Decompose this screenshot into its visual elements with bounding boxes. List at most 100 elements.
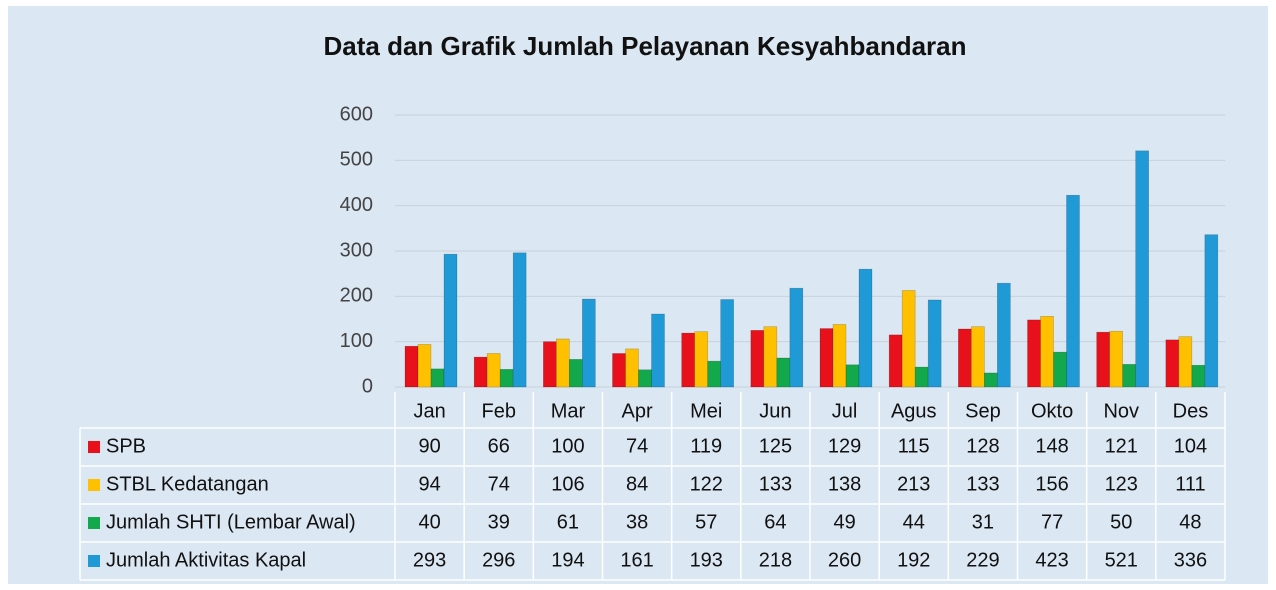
table-value: 64 bbox=[764, 511, 786, 533]
bar bbox=[1204, 234, 1219, 388]
bar bbox=[430, 368, 445, 388]
bar bbox=[789, 287, 804, 388]
table-value: 119 bbox=[690, 435, 722, 457]
legend-key bbox=[88, 441, 100, 453]
table-value: 133 bbox=[966, 473, 999, 495]
bar bbox=[556, 338, 570, 388]
bar bbox=[582, 298, 596, 388]
table-value: 40 bbox=[418, 511, 440, 533]
legend-label: Jumlah SHTI (Lembar Awal) bbox=[106, 511, 356, 533]
table-value: 44 bbox=[903, 511, 925, 533]
bar bbox=[888, 334, 903, 388]
table-value: 128 bbox=[966, 435, 999, 457]
bar bbox=[499, 369, 514, 388]
y-tick-label: 600 bbox=[340, 103, 373, 125]
bar bbox=[404, 345, 419, 388]
table-value: 123 bbox=[1105, 473, 1138, 495]
table-value: 57 bbox=[695, 511, 717, 533]
table-value: 213 bbox=[897, 473, 930, 495]
bar bbox=[473, 356, 488, 388]
table-value: 229 bbox=[966, 549, 999, 571]
table-value: 423 bbox=[1035, 549, 1068, 571]
x-tick-label: Okto bbox=[1031, 400, 1073, 422]
bar bbox=[858, 268, 873, 388]
legend-key bbox=[88, 517, 100, 529]
table-value: 293 bbox=[413, 549, 446, 571]
table-value: 38 bbox=[626, 511, 648, 533]
table-value: 129 bbox=[828, 435, 861, 457]
bar bbox=[971, 326, 985, 388]
bar bbox=[638, 369, 652, 388]
table-value: 84 bbox=[626, 473, 648, 495]
chart-title: Data dan Grafik Jumlah Pelayanan Kesyahb… bbox=[323, 31, 966, 61]
bar bbox=[1109, 330, 1123, 388]
table-value: 260 bbox=[828, 549, 861, 571]
bar bbox=[1096, 331, 1110, 388]
table-value: 138 bbox=[828, 473, 861, 495]
table-value: 77 bbox=[1041, 511, 1063, 533]
bar bbox=[694, 331, 708, 388]
table-value: 521 bbox=[1105, 549, 1138, 571]
bar bbox=[512, 252, 527, 388]
bar bbox=[1053, 351, 1067, 388]
bar bbox=[625, 348, 639, 388]
table-value: 39 bbox=[488, 511, 510, 533]
legend-label: SPB bbox=[106, 435, 146, 457]
table-value: 193 bbox=[690, 549, 723, 571]
bar bbox=[776, 357, 791, 388]
table-value: 161 bbox=[620, 549, 653, 571]
bar bbox=[651, 313, 665, 388]
bar bbox=[1178, 336, 1193, 388]
y-tick-label: 100 bbox=[340, 330, 373, 352]
bar bbox=[417, 344, 432, 388]
x-tick-label: Nov bbox=[1103, 400, 1139, 422]
y-tick-label: 400 bbox=[340, 194, 373, 216]
table-value: 61 bbox=[557, 511, 579, 533]
bar bbox=[443, 253, 458, 388]
table-value: 49 bbox=[833, 511, 855, 533]
table-value: 115 bbox=[898, 435, 930, 457]
bar bbox=[1066, 194, 1080, 388]
bar bbox=[1165, 339, 1180, 388]
bar bbox=[543, 341, 557, 388]
bar bbox=[958, 328, 972, 388]
y-tick-label: 300 bbox=[340, 239, 373, 261]
bar bbox=[750, 330, 765, 388]
table-value: 192 bbox=[897, 549, 930, 571]
table-value: 218 bbox=[759, 549, 792, 571]
bar bbox=[681, 332, 695, 388]
legend-label: Jumlah Aktivitas Kapal bbox=[106, 549, 306, 571]
table-value: 106 bbox=[551, 473, 584, 495]
bar bbox=[569, 359, 583, 388]
table-value: 194 bbox=[551, 549, 584, 571]
x-tick-label: Mar bbox=[551, 400, 586, 422]
table-value: 133 bbox=[759, 473, 792, 495]
legend-key bbox=[88, 479, 100, 491]
table-value: 66 bbox=[488, 435, 510, 457]
x-tick-label: Des bbox=[1173, 400, 1209, 422]
bar bbox=[1191, 364, 1206, 388]
table-value: 90 bbox=[418, 435, 440, 457]
table-value: 125 bbox=[759, 435, 792, 457]
x-tick-label: Feb bbox=[482, 400, 516, 422]
bar bbox=[720, 299, 734, 388]
table-value: 74 bbox=[626, 435, 648, 457]
table-value: 104 bbox=[1174, 435, 1207, 457]
y-tick-label: 200 bbox=[340, 285, 373, 307]
bar bbox=[819, 328, 834, 388]
bar bbox=[486, 353, 501, 388]
table-value: 100 bbox=[551, 435, 584, 457]
chart-background bbox=[8, 6, 1268, 584]
bar bbox=[984, 372, 998, 388]
table-value: 111 bbox=[1175, 473, 1205, 495]
bar bbox=[914, 366, 929, 388]
bar bbox=[997, 282, 1011, 388]
x-tick-label: Mei bbox=[690, 400, 722, 422]
table-value: 156 bbox=[1035, 473, 1068, 495]
y-tick-label: 0 bbox=[362, 375, 373, 397]
table-value: 31 bbox=[972, 511, 994, 533]
table-value: 94 bbox=[418, 473, 440, 495]
bar bbox=[832, 324, 847, 388]
x-tick-label: Sep bbox=[965, 400, 1001, 422]
